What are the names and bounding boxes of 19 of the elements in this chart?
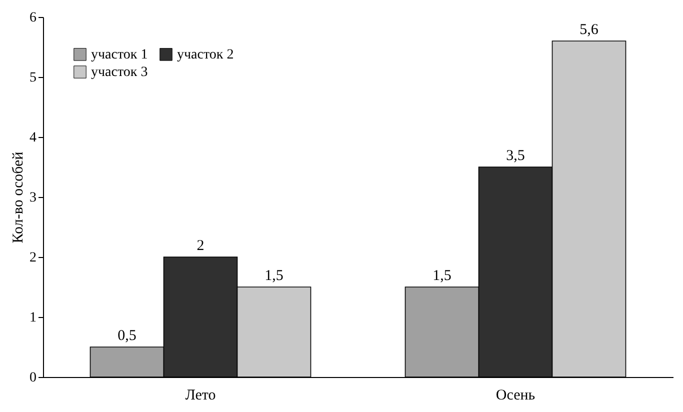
y-tick-label: 2: [30, 250, 36, 266]
y-axis-title: Кол-во особей: [10, 152, 26, 244]
y-tick-label: 5: [30, 70, 36, 86]
legend-label: участок 3: [91, 65, 148, 80]
data-label: 1,5: [264, 268, 284, 284]
data-label: 1,5: [432, 268, 452, 284]
data-label: 3,5: [506, 148, 525, 164]
data-label: 5,6: [580, 22, 599, 38]
x-tick-label: Осень: [496, 388, 536, 404]
y-tick-label: 0: [30, 370, 36, 386]
legend-label: участок 2: [177, 47, 234, 62]
data-label: 2: [196, 238, 204, 254]
x-tick-label: Лето: [185, 388, 216, 404]
y-tick-label: 4: [30, 130, 36, 146]
y-tick-label: 3: [30, 190, 36, 206]
legend-label: участок 1: [91, 47, 148, 62]
y-tick-label: 6: [30, 10, 36, 26]
data-label: 0,5: [118, 328, 136, 344]
y-tick-label: 1: [30, 310, 36, 326]
